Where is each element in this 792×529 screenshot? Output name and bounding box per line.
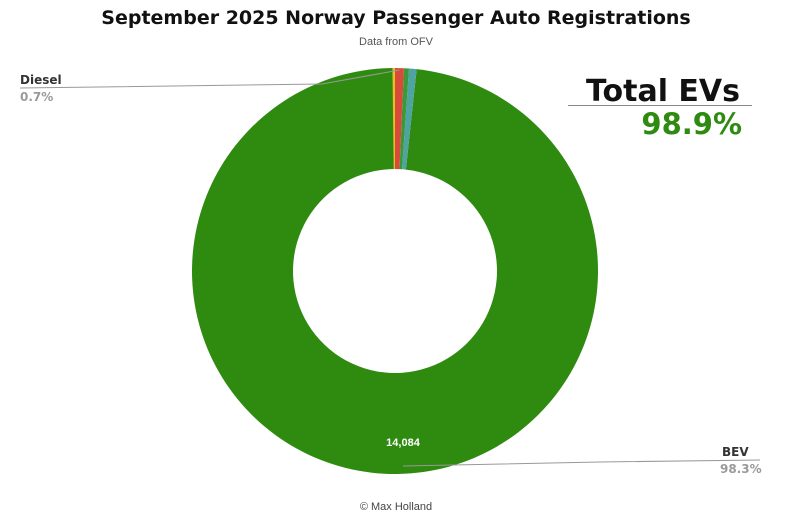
total-evs-divider [568,105,752,106]
slice-diesel [395,68,404,170]
diesel-callout-label: Diesel [20,73,62,87]
slice-other-1 [402,68,417,170]
diesel-leader-line [19,69,400,89]
slice-bev [192,68,599,475]
bev-callout-label: BEV [722,445,749,459]
bev-leader-line [402,459,761,467]
total-evs-label: Total EVs [586,74,740,109]
bev-data-label: 14,084 [386,437,421,449]
slice-other-2 [399,68,410,170]
diesel-callout-percent: 0.7% [20,90,54,104]
slice-other-4 [392,68,395,170]
chart-title: September 2025 Norway Passenger Auto Reg… [101,7,691,29]
total-evs-value: 98.9% [641,107,742,141]
chart-subtitle: Data from OFV [359,36,433,48]
credit-text: © Max Holland [359,501,433,513]
bev-callout-percent: 98.3% [720,462,762,476]
